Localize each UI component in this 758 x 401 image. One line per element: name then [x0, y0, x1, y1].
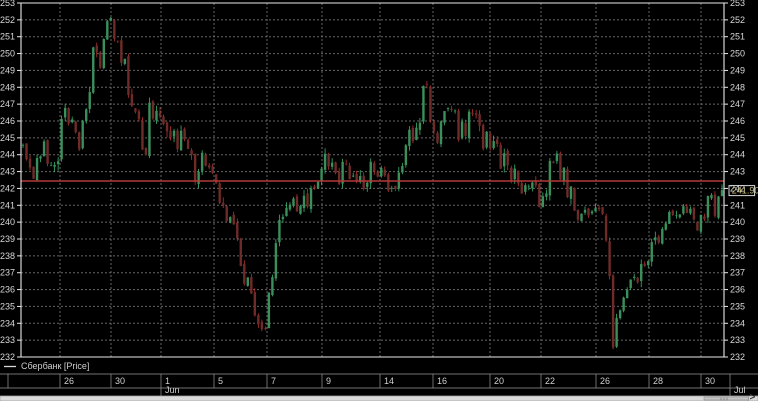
- svg-text:241.90: 241.90: [732, 185, 758, 195]
